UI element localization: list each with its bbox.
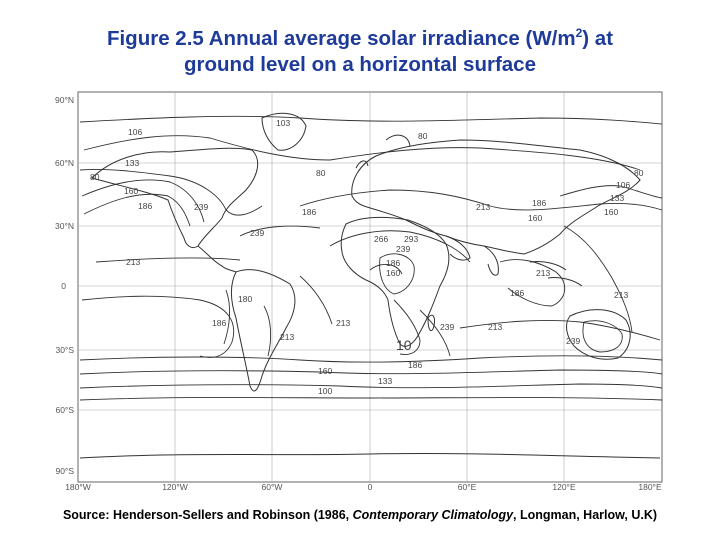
title-superscript: 2 [575, 26, 583, 41]
contour-label: 80 [316, 168, 326, 178]
contour-label: 160 [386, 268, 400, 278]
contour-label: 213 [280, 332, 294, 342]
contour-label: 103 [276, 118, 290, 128]
contour-label: 213 [476, 202, 490, 212]
lat-label-0: 0 [61, 281, 66, 291]
contour-label: 239 [396, 244, 410, 254]
irradiance-contours [79, 115, 663, 401]
contour-label: 10 [396, 337, 412, 353]
contour-labels: 103 106 133 80 80 160 186 239 80 186 80 … [90, 118, 644, 396]
contour-label: 213 [536, 268, 550, 278]
contour-label: 106 [616, 180, 630, 190]
source-citation: Source: Henderson-Sellers and Robinson (… [0, 508, 720, 522]
contour-label: 186 [212, 318, 226, 328]
contour-label: 160 [528, 213, 542, 223]
contour-label: 186 [302, 207, 316, 217]
lat-label-60s: 60°S [55, 405, 74, 415]
lat-label-60n: 60°N [55, 158, 74, 168]
figure-title: Figure 2.5 Annual average solar irradian… [0, 26, 720, 78]
contour-label: 133 [378, 376, 392, 386]
lon-label-120e: 120°E [552, 482, 576, 492]
contour-label: 180 [238, 294, 252, 304]
title-line1-end: ) at [582, 27, 614, 50]
contour-label: 239 [440, 322, 454, 332]
source-prefix: Source: Henderson-Sellers and Robinson (… [62, 508, 353, 522]
contour-label: 160 [604, 207, 618, 217]
lon-label-180e: 180°E [638, 482, 662, 492]
contour-label: 160 [318, 366, 332, 376]
lon-label-180w: 180°W [65, 482, 91, 492]
lat-label-90n: 90°N [55, 95, 74, 105]
graticule [78, 92, 662, 482]
longitude-labels: 180°W 120°W 60°W 0 60°E 120°E 180°E [65, 482, 662, 492]
contour-label: 186 [386, 258, 400, 268]
contour-label: 106 [128, 127, 142, 137]
contour-label: 160 [124, 186, 138, 196]
lat-label-30n: 30°N [55, 221, 74, 231]
lon-label-60w: 60°W [262, 482, 283, 492]
lat-label-30s: 30°S [55, 345, 74, 355]
latitude-labels: 90°N 60°N 30°N 0 30°S 60°S 90°S [55, 95, 74, 476]
contour-label: 293 [404, 234, 418, 244]
coastlines [79, 112, 661, 459]
contour-label: 80 [90, 172, 100, 182]
title-line2-text: ground level on a horizontal surface [184, 53, 536, 76]
contour-label: 133 [125, 158, 139, 168]
contour-label: 266 [374, 234, 388, 244]
contour-label: 186 [408, 360, 422, 370]
contour-label: 213 [488, 322, 502, 332]
contour-label: 239 [566, 336, 580, 346]
contour-label: 213 [614, 290, 628, 300]
contour-label: 186 [510, 288, 524, 298]
contour-label: 239 [250, 228, 264, 238]
contour-label: 213 [336, 318, 350, 328]
contour-label: 186 [532, 198, 546, 208]
contour-label: 133 [610, 193, 624, 203]
contour-label: 80 [418, 131, 428, 141]
lon-label-60e: 60°E [458, 482, 477, 492]
lon-label-120w: 120°W [162, 482, 188, 492]
lon-label-0: 0 [368, 482, 373, 492]
lat-label-90s: 90°S [55, 466, 74, 476]
contour-label: 186 [138, 201, 152, 211]
contour-label: 239 [194, 202, 208, 212]
source-book-title: Contemporary Climatology [352, 508, 514, 522]
source-suffix: , Longman, Harlow, U.K) [513, 508, 658, 522]
contour-label: 80 [634, 168, 644, 178]
contour-label: 100 [318, 386, 332, 396]
contour-label: 213 [126, 257, 140, 267]
title-line1-text: Figure 2.5 Annual average solar irradian… [106, 27, 576, 50]
